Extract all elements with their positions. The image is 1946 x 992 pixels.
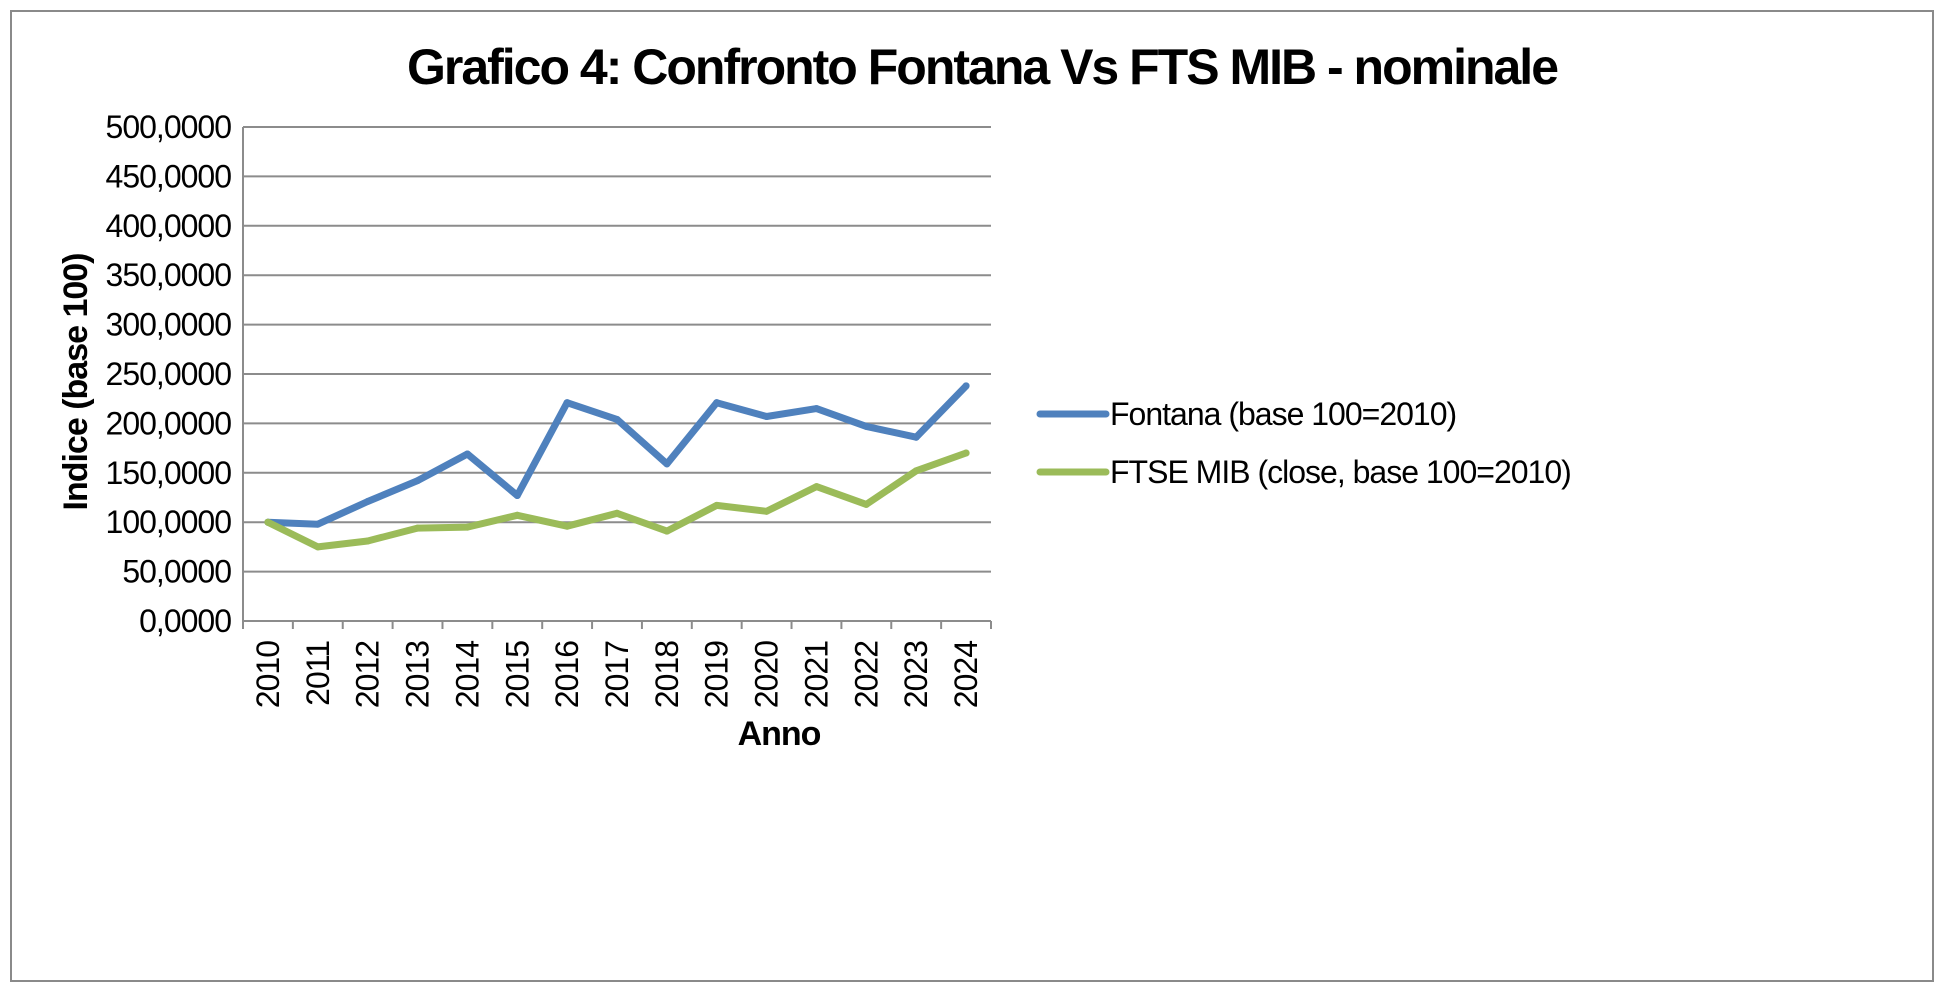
data-point — [713, 501, 721, 509]
y-tick-label: 150,0000 — [106, 455, 232, 491]
data-point — [364, 497, 372, 505]
x-tick-label: 2013 — [400, 641, 436, 708]
legend: Fontana (base 100=2010) FTSE MIB (close, … — [1036, 396, 1572, 490]
data-point — [513, 492, 521, 500]
x-tick-label: 2014 — [449, 641, 485, 708]
data-point — [663, 460, 671, 468]
x-tick-label: 2011 — [300, 641, 336, 706]
data-point — [563, 522, 571, 530]
x-tick-label: 2023 — [898, 641, 934, 708]
data-point — [962, 382, 970, 390]
x-tick-label: 2017 — [599, 641, 635, 708]
data-point — [812, 483, 820, 491]
gridlines — [242, 126, 991, 629]
data-point — [812, 405, 820, 413]
x-axis-ticks: 2010 2011 2012 2013 2014 2015 2016 2017 2018 2019… — [242, 621, 992, 708]
x-axis-title: Anno — [738, 715, 821, 753]
x-tick-label: 2016 — [549, 641, 585, 708]
data-point — [414, 524, 422, 532]
x-tick-label: 2010 — [250, 641, 286, 708]
data-point — [513, 511, 521, 519]
y-axis-ticks: 0,0000 50,0000 100,0000 150,0000 200,0000 250… — [106, 109, 233, 639]
y-tick-label: 350,0000 — [106, 257, 232, 293]
data-point — [663, 527, 671, 535]
data-point — [613, 509, 621, 517]
x-tick-label: 2018 — [649, 641, 685, 708]
data-point — [862, 500, 870, 508]
data-point — [563, 399, 571, 407]
data-point — [463, 523, 471, 531]
data-point — [613, 415, 621, 423]
chart-title: Grafico 4: Confronto Fontana Vs FTS MIB … — [407, 39, 1558, 95]
data-point — [463, 450, 471, 458]
data-point — [713, 399, 721, 407]
data-point — [763, 507, 771, 515]
y-tick-label: 200,0000 — [106, 405, 232, 441]
y-tick-label: 0,0000 — [139, 603, 231, 639]
data-point — [862, 422, 870, 430]
x-tick-label: 2024 — [948, 641, 984, 708]
data-point — [314, 543, 322, 551]
x-tick-label: 2012 — [350, 641, 386, 708]
x-tick-label: 2021 — [798, 641, 834, 708]
series-lines — [264, 382, 970, 551]
data-point — [314, 520, 322, 528]
y-tick-label: 50,0000 — [122, 554, 231, 590]
x-tick-label: 2020 — [749, 641, 785, 708]
data-point — [912, 433, 920, 441]
y-tick-label: 300,0000 — [106, 307, 232, 343]
y-axis-title: Indice (base 100) — [57, 253, 95, 510]
y-tick-label: 400,0000 — [106, 208, 232, 244]
y-tick-label: 500,0000 — [106, 109, 232, 145]
data-point — [264, 518, 272, 526]
data-point — [414, 477, 422, 485]
y-tick-label: 250,0000 — [106, 356, 232, 392]
x-tick-label: 2015 — [499, 641, 535, 708]
chart-frame: Grafico 4: Confronto Fontana Vs FTS MIB … — [10, 10, 1934, 982]
legend-label-2: FTSE MIB (close, base 100=2010) — [1110, 454, 1571, 490]
y-tick-label: 450,0000 — [106, 158, 232, 194]
data-point — [962, 449, 970, 457]
data-point — [912, 467, 920, 475]
y-tick-label: 100,0000 — [106, 504, 232, 540]
data-point — [364, 537, 372, 545]
legend-label-1: Fontana (base 100=2010) — [1110, 396, 1456, 432]
x-tick-label: 2022 — [848, 641, 884, 708]
x-tick-label: 2019 — [699, 641, 735, 708]
line-chart: Grafico 4: Confronto Fontana Vs FTS MIB … — [57, 39, 1572, 753]
data-point — [763, 412, 771, 420]
